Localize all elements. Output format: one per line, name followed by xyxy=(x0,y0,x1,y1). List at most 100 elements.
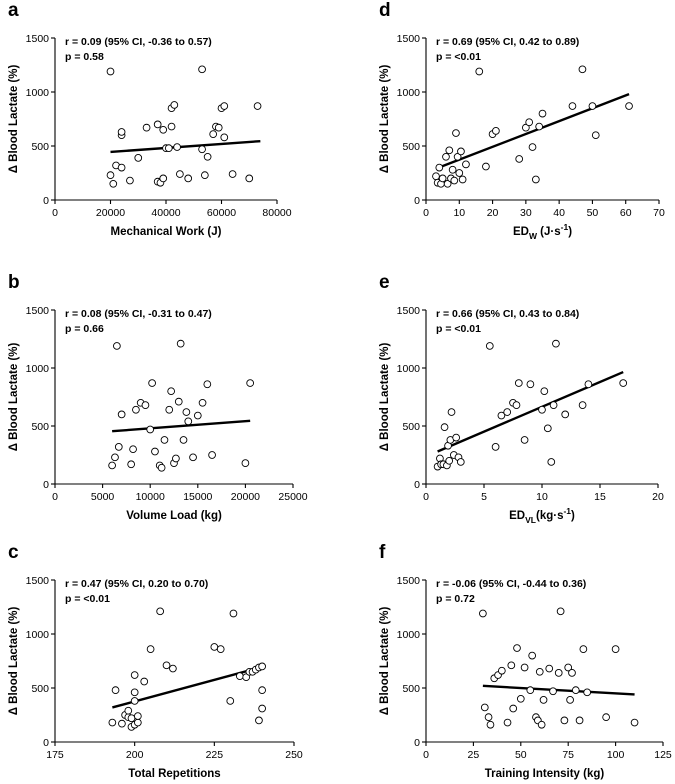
data-point xyxy=(164,144,173,153)
x-axis-label: Mechanical Work (J) xyxy=(111,226,222,238)
x-tick-label: 0 xyxy=(423,491,429,503)
x-tick-label: 20 xyxy=(652,491,664,503)
data-point xyxy=(134,718,142,727)
x-tick-label: 50 xyxy=(515,749,527,761)
data-point xyxy=(176,339,185,348)
data-point xyxy=(208,451,216,459)
data-point xyxy=(522,123,530,132)
data-point xyxy=(497,411,506,420)
data-point xyxy=(172,454,180,463)
data-point xyxy=(127,460,136,469)
data-point xyxy=(201,171,209,180)
data-point xyxy=(516,694,525,703)
data-point xyxy=(153,120,162,129)
data-point xyxy=(475,67,484,76)
data-point xyxy=(117,410,126,419)
regression-line xyxy=(112,419,251,433)
data-point xyxy=(619,379,628,387)
data-point xyxy=(539,696,548,704)
y-axis-label: Δ Blood Lactate (%) xyxy=(8,343,20,452)
x-axis-label-part: ) xyxy=(571,510,575,522)
data-point xyxy=(127,714,136,723)
data-point xyxy=(228,170,237,178)
data-point xyxy=(526,686,535,695)
data-point xyxy=(198,398,207,407)
x-tick-label: 30 xyxy=(520,207,532,219)
panel-letter: b xyxy=(8,272,20,293)
data-point xyxy=(108,718,117,727)
stat-r: r = 0.08 (95% CI, -0.31 to 0.47) xyxy=(65,308,212,320)
data-point xyxy=(491,443,500,451)
data-point xyxy=(203,380,212,389)
data-point xyxy=(554,669,563,677)
x-axis-label-part: Total Repetitions xyxy=(128,768,220,780)
data-point xyxy=(526,380,535,389)
data-point xyxy=(543,424,552,433)
data-point xyxy=(167,387,175,396)
data-point xyxy=(462,160,470,169)
data-point xyxy=(435,163,444,172)
panel-c: c 0 500 1000 1500 175 200 225 250 Δ Blood Lactate… xyxy=(8,542,303,780)
panel-letter: e xyxy=(379,272,390,293)
x-axis-label-part: (kg·s xyxy=(536,510,563,522)
data-point xyxy=(579,645,588,653)
data-point xyxy=(157,463,166,472)
data-point xyxy=(169,664,177,673)
x-tick-label: 20000 xyxy=(231,491,260,503)
data-point xyxy=(531,175,540,184)
x-tick-label: 10 xyxy=(536,491,548,503)
data-point xyxy=(578,65,587,74)
x-tick-label: 0 xyxy=(52,207,58,219)
data-point xyxy=(258,704,266,713)
data-point xyxy=(241,459,250,467)
panel-letter: c xyxy=(8,542,19,563)
data-point xyxy=(547,458,556,466)
data-point xyxy=(445,146,454,155)
data-point xyxy=(482,162,490,171)
data-point xyxy=(503,408,512,416)
y-tick-label: 500 xyxy=(31,683,49,695)
data-point xyxy=(229,609,238,618)
data-point xyxy=(528,143,537,151)
data-point xyxy=(167,122,176,131)
data-point xyxy=(571,686,580,695)
x-tick-label: 40 xyxy=(553,207,565,219)
data-point xyxy=(630,718,639,727)
x-tick-label: 15000 xyxy=(183,491,212,503)
stat-p: p = <0.01 xyxy=(65,593,110,605)
y-tick-label: 1500 xyxy=(397,575,421,587)
x-axis-label: EDW (J·s-1) xyxy=(513,222,572,241)
data-point xyxy=(124,706,133,715)
x-tick-label: 10000 xyxy=(136,491,165,503)
data-point xyxy=(220,133,229,142)
data-point xyxy=(159,125,168,134)
data-point xyxy=(528,651,537,660)
panel-a: a 0 500 1000 1500 0 20000 40000 60000 80000 Δ Bloo… xyxy=(8,0,292,238)
y-tick-label: 1500 xyxy=(26,33,50,45)
data-point xyxy=(452,433,461,442)
data-point xyxy=(141,401,150,409)
y-tick-label: 0 xyxy=(414,479,420,491)
data-point xyxy=(235,672,244,680)
panel-d: d 0 500 1000 1500 0 10 20 30 40 50 60 70 Δ Blood Lact… xyxy=(379,0,665,241)
y-axis-label: Δ Blood Lactate (%) xyxy=(379,607,391,716)
data-point xyxy=(513,644,521,652)
data-point xyxy=(134,712,142,720)
data-point xyxy=(611,645,620,653)
data-point xyxy=(455,169,464,177)
panel-e: e 0 500 1000 1500 0 5 10 15 20 Δ Blood Lactate (%)… xyxy=(379,272,664,525)
data-point xyxy=(258,662,266,671)
data-point xyxy=(515,155,524,163)
x-tick-label: 225 xyxy=(206,749,224,761)
data-point xyxy=(566,696,574,704)
data-point xyxy=(456,458,465,466)
x-tick-label: 0 xyxy=(423,207,429,219)
x-axis-label-part: Training Intensity (kg) xyxy=(485,768,605,780)
x-tick-label: 20 xyxy=(487,207,499,219)
y-tick-label: 1500 xyxy=(26,575,50,587)
data-point xyxy=(492,127,500,135)
y-tick-label: 500 xyxy=(402,421,420,433)
data-point xyxy=(132,405,140,414)
data-point xyxy=(538,109,547,118)
